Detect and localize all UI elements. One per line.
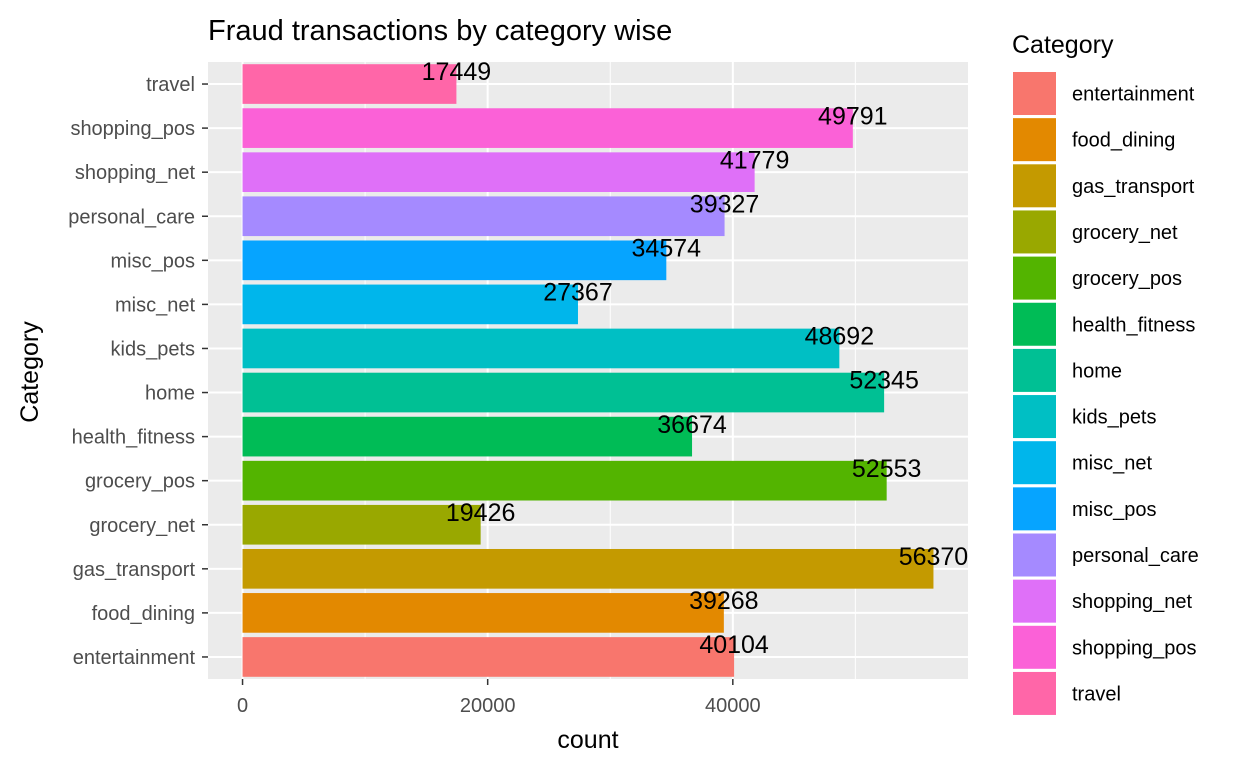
x-tick-label: 0	[237, 695, 248, 717]
data-label-grocery_net: 19426	[446, 499, 516, 527]
legend-label-personal_care: personal_care	[1072, 545, 1199, 567]
legend-key-entertainment	[1013, 72, 1056, 115]
data-label-gas_transport: 56370	[899, 543, 969, 571]
data-label-entertainment: 40104	[699, 631, 769, 659]
bar-gas_transport	[242, 548, 934, 589]
data-label-shopping_pos: 49791	[818, 102, 888, 130]
legend-label-grocery_pos: grocery_pos	[1072, 268, 1182, 290]
y-tick-label-entertainment: entertainment	[73, 647, 196, 669]
x-axis-label: count	[557, 726, 618, 754]
bar-entertainment	[242, 637, 735, 677]
legend-label-shopping_pos: shopping_pos	[1072, 637, 1197, 659]
y-tick-label-grocery_net: grocery_net	[89, 515, 195, 537]
legend-label-misc_pos: misc_pos	[1072, 499, 1156, 521]
y-tick-label-food_dining: food_dining	[92, 603, 195, 625]
legend-label-kids_pets: kids_pets	[1072, 407, 1157, 429]
legend-key-misc_net	[1013, 441, 1056, 485]
legend-key-gas_transport	[1013, 164, 1056, 208]
y-tick-label-misc_net: misc_net	[115, 294, 195, 316]
bar-health_fitness	[242, 416, 693, 457]
bar-grocery_net	[242, 504, 481, 545]
legend-key-grocery_net	[1013, 210, 1056, 254]
legend: Category entertainment food_dining gas_tra…	[1012, 31, 1199, 715]
y-axis-label: Category	[16, 321, 44, 423]
y-tick-label-personal_care: personal_care	[68, 206, 195, 228]
bar-misc_net	[242, 284, 578, 325]
bar-grocery_pos	[242, 460, 887, 501]
bar-home	[242, 372, 885, 413]
x-axis: 0 20000 40000	[237, 679, 761, 717]
legend-title: Category	[1012, 31, 1114, 59]
bar-shopping_pos	[242, 108, 853, 148]
legend-label-travel: travel	[1072, 683, 1121, 705]
legend-label-food_dining: food_dining	[1072, 130, 1175, 152]
y-tick-label-kids_pets: kids_pets	[111, 338, 196, 360]
legend-key-misc_pos	[1013, 487, 1056, 531]
legend-key-shopping_net	[1013, 579, 1056, 623]
chart-title: Fraud transactions by category wise	[208, 15, 672, 47]
legend-key-personal_care	[1013, 533, 1056, 577]
y-axis: entertainment food_dining gas_transport gro…	[68, 74, 208, 669]
legend-label-misc_net: misc_net	[1072, 453, 1152, 475]
y-tick-label-home: home	[145, 383, 195, 405]
x-tick-label: 20000	[460, 695, 516, 717]
data-label-shopping_net: 41779	[720, 146, 790, 174]
data-label-misc_pos: 34574	[632, 234, 702, 262]
bar-shopping_net	[242, 152, 755, 193]
x-tick-label: 40000	[705, 695, 761, 717]
y-tick-label-gas_transport: gas_transport	[73, 559, 196, 581]
y-tick-label-shopping_pos: shopping_pos	[70, 118, 195, 140]
legend-key-travel	[1013, 671, 1056, 715]
legend-label-grocery_net: grocery_net	[1072, 222, 1178, 244]
data-label-home: 52345	[849, 367, 919, 395]
legend-label-shopping_net: shopping_net	[1072, 591, 1193, 613]
bar-misc_pos	[242, 240, 667, 281]
y-tick-label-shopping_net: shopping_net	[75, 162, 196, 184]
legend-key-grocery_pos	[1013, 256, 1056, 300]
data-label-food_dining: 39268	[689, 587, 759, 615]
legend-key-shopping_pos	[1013, 625, 1056, 669]
bar-kids_pets	[242, 328, 840, 369]
y-tick-label-misc_pos: misc_pos	[111, 250, 195, 272]
legend-label-gas_transport: gas_transport	[1072, 176, 1195, 198]
legend-key-home	[1013, 348, 1056, 392]
data-label-health_fitness: 36674	[657, 411, 727, 439]
bar-personal_care	[242, 196, 725, 237]
data-label-kids_pets: 48692	[805, 323, 875, 351]
data-label-personal_care: 39327	[690, 190, 760, 218]
y-tick-label-health_fitness: health_fitness	[72, 427, 195, 449]
bar-food_dining	[242, 593, 724, 633]
data-label-misc_net: 27367	[543, 279, 613, 307]
legend-key-food_dining	[1013, 118, 1056, 162]
legend-label-home: home	[1072, 360, 1122, 382]
bar-travel	[242, 64, 457, 104]
bars	[242, 64, 934, 677]
y-tick-label-travel: travel	[146, 74, 195, 96]
legend-label-entertainment: entertainment	[1072, 84, 1195, 106]
data-label-travel: 17449	[422, 58, 492, 86]
legend-key-health_fitness	[1013, 302, 1056, 346]
legend-label-health_fitness: health_fitness	[1072, 314, 1195, 336]
data-label-grocery_pos: 52553	[852, 455, 922, 483]
data-labels: 40104 39268 56370 19426 52553 36674 52345 48692…	[422, 58, 969, 659]
legend-key-kids_pets	[1013, 395, 1056, 439]
y-tick-label-grocery_pos: grocery_pos	[85, 471, 195, 493]
